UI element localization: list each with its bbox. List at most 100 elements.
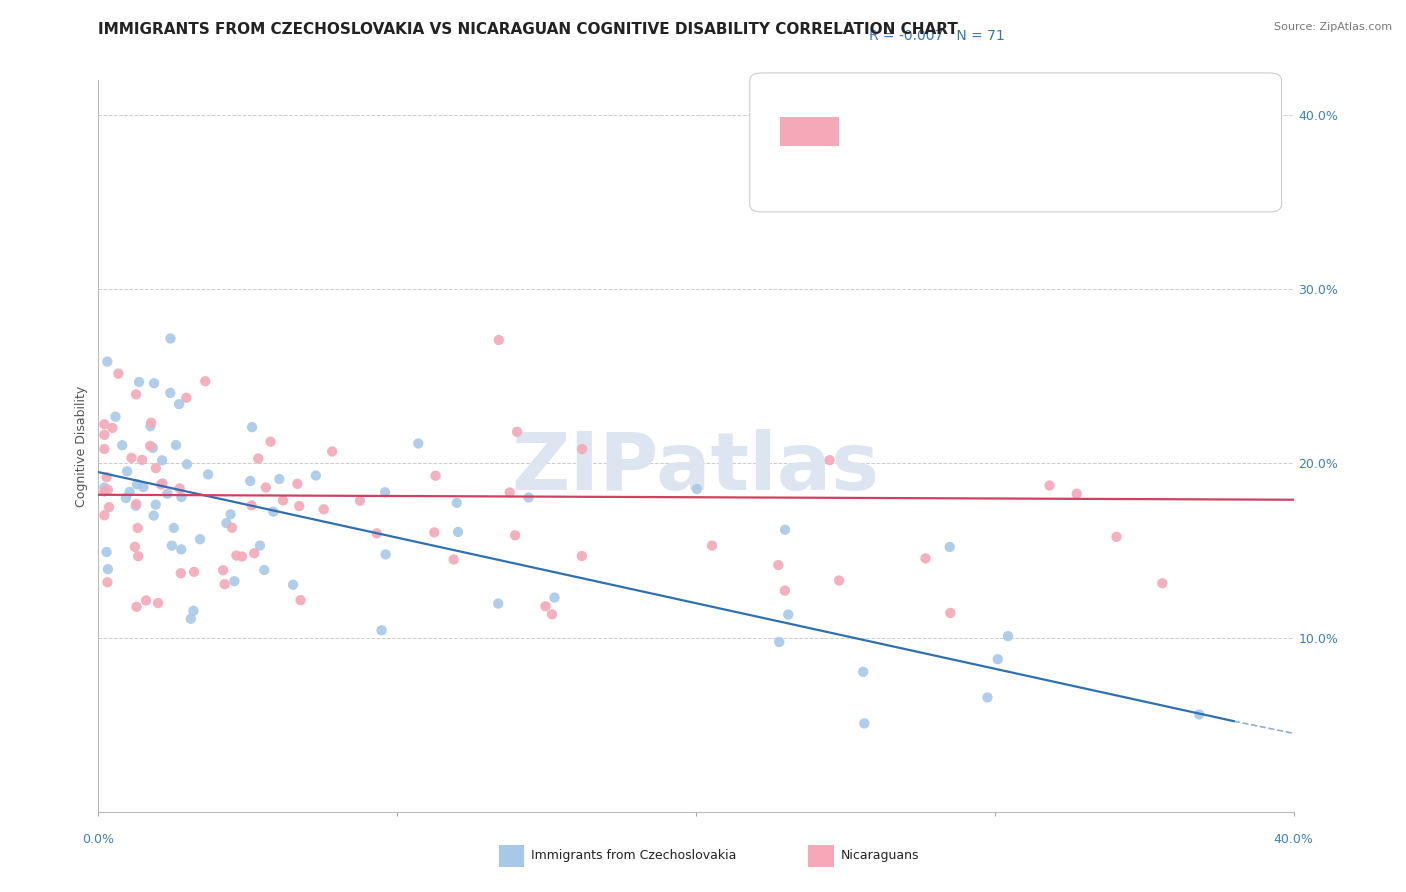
Point bbox=[290, 593, 312, 607]
Point bbox=[853, 716, 876, 731]
Point bbox=[96, 545, 118, 559]
Point bbox=[488, 333, 510, 347]
Point bbox=[131, 453, 153, 467]
Y-axis label: Cognitive Disability: Cognitive Disability bbox=[75, 385, 89, 507]
Point bbox=[447, 524, 470, 539]
Point bbox=[101, 421, 124, 435]
Point bbox=[97, 483, 120, 497]
Point bbox=[700, 539, 723, 553]
Point bbox=[141, 416, 163, 430]
Point bbox=[349, 493, 371, 508]
Point bbox=[571, 549, 593, 563]
Point bbox=[262, 505, 284, 519]
Point bbox=[142, 508, 165, 523]
Point bbox=[170, 566, 193, 581]
Point bbox=[852, 665, 875, 679]
Point bbox=[259, 434, 281, 449]
Point bbox=[150, 453, 173, 467]
Point bbox=[96, 575, 118, 590]
Point bbox=[96, 354, 118, 368]
Point bbox=[135, 593, 157, 607]
Point bbox=[247, 451, 270, 466]
Point bbox=[152, 476, 174, 491]
Point bbox=[543, 591, 565, 605]
Point bbox=[1066, 486, 1088, 500]
Point bbox=[768, 558, 790, 572]
Point bbox=[139, 419, 162, 434]
Point bbox=[1038, 478, 1060, 492]
Point bbox=[374, 548, 396, 562]
Point bbox=[997, 629, 1019, 643]
Point bbox=[423, 525, 446, 540]
Point bbox=[271, 493, 294, 508]
Point bbox=[145, 461, 167, 475]
Text: 40.0%: 40.0% bbox=[1274, 833, 1313, 846]
Point bbox=[219, 508, 242, 522]
Point bbox=[125, 499, 148, 513]
Point bbox=[541, 607, 564, 622]
Point bbox=[98, 500, 121, 515]
Point bbox=[818, 453, 841, 467]
Point bbox=[425, 468, 447, 483]
Point bbox=[150, 477, 173, 491]
Point bbox=[215, 516, 238, 530]
Point bbox=[176, 391, 198, 405]
Point bbox=[118, 484, 141, 499]
Text: 0.0%: 0.0% bbox=[83, 833, 114, 846]
Point bbox=[96, 470, 118, 484]
Point bbox=[183, 604, 205, 618]
Text: Source: ZipAtlas.com: Source: ZipAtlas.com bbox=[1274, 22, 1392, 32]
Point bbox=[534, 599, 557, 614]
Point bbox=[111, 438, 134, 452]
Point bbox=[243, 546, 266, 560]
Point bbox=[188, 532, 211, 546]
Point bbox=[170, 490, 193, 504]
Text: Immigrants from Czechoslovakia: Immigrants from Czechoslovakia bbox=[531, 849, 737, 863]
Point bbox=[408, 436, 430, 450]
Point bbox=[93, 484, 115, 499]
Point bbox=[97, 562, 120, 576]
Point bbox=[93, 481, 115, 495]
Point bbox=[180, 612, 202, 626]
Text: R = -0.007   N = 71: R = -0.007 N = 71 bbox=[869, 29, 1005, 44]
Point bbox=[506, 425, 529, 439]
Point bbox=[240, 420, 263, 434]
Point bbox=[142, 441, 165, 455]
Point bbox=[987, 652, 1010, 666]
Point bbox=[768, 635, 790, 649]
Point bbox=[939, 606, 962, 620]
Point bbox=[366, 526, 388, 541]
Point bbox=[159, 385, 181, 400]
Point bbox=[225, 549, 247, 563]
Point bbox=[269, 472, 291, 486]
Point bbox=[143, 376, 166, 391]
Point bbox=[93, 417, 115, 432]
Text: Nicaraguans: Nicaraguans bbox=[841, 849, 920, 863]
Point bbox=[160, 539, 183, 553]
Point bbox=[139, 439, 162, 453]
Point bbox=[288, 499, 311, 513]
Point bbox=[159, 332, 181, 346]
Point bbox=[773, 583, 796, 598]
Point bbox=[571, 442, 593, 456]
Point bbox=[93, 427, 115, 442]
Point bbox=[165, 438, 187, 452]
Point bbox=[1188, 707, 1211, 722]
Point bbox=[231, 549, 253, 564]
Point bbox=[115, 464, 138, 478]
Point bbox=[321, 444, 343, 458]
Point bbox=[145, 498, 167, 512]
Point bbox=[773, 523, 796, 537]
Point bbox=[127, 549, 149, 564]
Point bbox=[93, 508, 115, 523]
Point bbox=[163, 521, 186, 535]
Point bbox=[125, 497, 148, 511]
Point bbox=[194, 374, 217, 388]
Point bbox=[305, 468, 328, 483]
Point bbox=[686, 482, 709, 496]
Point bbox=[778, 607, 800, 622]
Point bbox=[240, 499, 263, 513]
Point bbox=[128, 375, 150, 389]
Point bbox=[127, 521, 149, 535]
Point bbox=[287, 476, 309, 491]
